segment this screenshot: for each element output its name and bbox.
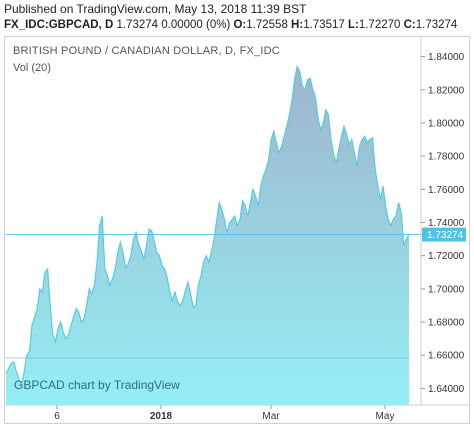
y-tick-label: 1.76000 xyxy=(428,185,465,196)
chart-frame[interactable] xyxy=(4,36,470,424)
high-value: 1.73517 xyxy=(303,19,345,31)
y-tick-label: 1.72000 xyxy=(428,251,465,262)
last-price-badge xyxy=(422,227,466,242)
y-tick-label: 1.84000 xyxy=(428,52,465,63)
y-tick-label: 1.78000 xyxy=(428,152,465,163)
y-tick-label: 1.68000 xyxy=(428,318,465,329)
x-tick-label: 2018 xyxy=(150,411,173,422)
high-label: H: xyxy=(291,19,304,31)
y-tick-label: 1.80000 xyxy=(428,118,465,129)
price-area xyxy=(6,66,409,405)
chart-title: BRITISH POUND / CANADIAN DOLLAR, D, FX_I… xyxy=(13,45,280,57)
y-tick-label: 1.64000 xyxy=(428,384,465,395)
low-value: 1.72270 xyxy=(358,19,401,31)
quote-bar: FX_IDC:GBPCAD, D 1.73274 0.00000 (0%) O:… xyxy=(4,19,457,31)
open-label: O: xyxy=(233,19,247,31)
price-line xyxy=(5,64,410,387)
y-tick-label: 1.82000 xyxy=(428,85,465,96)
y-tick-label: 1.66000 xyxy=(428,351,465,362)
volume-indicator-label[interactable]: Vol (20) xyxy=(13,62,51,74)
x-tick-label: 6 xyxy=(54,411,60,422)
x-tick-label: Mar xyxy=(262,411,280,422)
published-caption: Published on TradingView.com, May 13, 20… xyxy=(4,2,307,16)
symbol-label: FX_IDC:GBPCAD, D xyxy=(4,19,114,31)
y-tick-label: 1.74000 xyxy=(428,218,465,229)
x-tick-label: May xyxy=(376,411,395,422)
y-tick-label: 1.70000 xyxy=(428,284,465,295)
last-price-label: 1.73274 xyxy=(427,230,464,241)
low-label: L: xyxy=(347,19,359,31)
close-label: C: xyxy=(403,19,416,31)
tradingview-watermark: GBPCAD chart by TradingView xyxy=(14,378,180,392)
open-value: 1.72558 xyxy=(246,19,288,31)
close-value: 1.73274 xyxy=(415,19,458,31)
quote-change: 1.73274 0.00000 (0%) xyxy=(116,19,231,31)
